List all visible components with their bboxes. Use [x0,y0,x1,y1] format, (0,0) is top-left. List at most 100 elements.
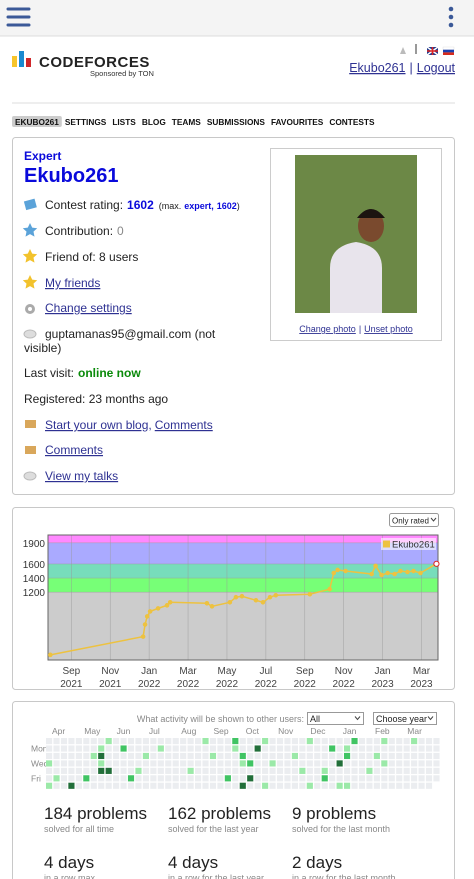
activity-cell [165,745,172,752]
activity-cell [172,760,179,767]
rating-point [144,614,150,619]
activity-cell [284,767,291,774]
activity-cell [195,775,202,782]
activity-cell [180,782,187,789]
activity-cell [150,760,157,767]
nav-item[interactable]: FAVOURITES [271,117,324,127]
activity-cell [217,767,224,774]
activity-cell [299,760,306,767]
activity-cell [195,782,202,789]
nav-item[interactable]: SUBMISSIONS [207,117,266,127]
nav-item[interactable]: TEAMS [172,117,202,127]
rating-point [392,571,397,577]
activity-cell [262,760,269,767]
rating-row: Contest rating: 1602 (max. expert, 1602) [45,198,240,212]
user-link[interactable]: Ekubo261 [349,61,405,75]
select-arrow [354,716,361,721]
nav-item[interactable]: EKUBO261 [15,117,59,127]
y-tick-label: 1400 [23,574,46,585]
activity-cell [366,745,373,752]
stat-caption: solved for the last month [292,824,390,834]
y-tick-label: 1600 [23,560,46,571]
logout-link[interactable]: Logout [417,61,456,75]
activity-cell [105,760,112,767]
separator: | [410,61,413,75]
rating-point [373,563,378,569]
rating-point [239,593,245,599]
visibility-select[interactable] [307,712,364,725]
activity-cell [276,775,284,782]
day-label: Mon [31,743,48,753]
month-label: Oct [246,726,260,736]
activity-cell [239,760,246,767]
activity-cell [224,775,231,782]
activity-cell [75,752,82,760]
activity-cell [165,752,172,760]
activity-cell [418,767,425,774]
activity-cell [314,775,321,782]
blog-comments[interactable]: Comments [155,418,213,432]
activity-cell [344,745,351,752]
month-label: Mar [407,726,422,736]
max-prefix: (max. [159,201,182,211]
activity-cell [366,775,373,782]
blog-link[interactable]: Start your own blog [45,418,148,432]
more-button[interactable] [448,6,454,28]
activity-cell [209,760,217,767]
activity-cell [254,767,261,774]
activity-cell [403,760,410,767]
activity-cell [425,760,433,767]
activity-cell [172,782,179,789]
activity-cell [388,745,395,752]
activity-cell [60,745,68,752]
activity-cell [90,760,97,767]
activity-cell [299,775,306,782]
filter-select[interactable] [389,513,439,527]
comments-link[interactable]: Comments [45,443,103,457]
activity-cell [60,752,68,760]
activity-cell [425,745,433,752]
activity-cell [388,752,395,760]
activity-cell [113,760,120,767]
activity-cell [105,782,112,789]
activity-cell [202,767,209,774]
activity-cell [53,738,60,745]
nav-item[interactable]: BLOG [142,117,166,127]
change-settings[interactable]: Change settings [45,301,132,315]
change-photo[interactable]: Change photo [299,324,356,334]
activity-cell [254,760,261,767]
year-select[interactable] [373,712,437,725]
activity-cell [239,738,246,745]
my-friends[interactable]: My friends [45,276,100,290]
nav-item[interactable]: LISTS [112,117,136,127]
activity-cell [403,767,410,774]
activity-cell [247,782,254,789]
rating-band [48,535,438,543]
rating-point [147,609,153,614]
activity-cell [344,738,351,745]
logo-text[interactable]: CODEFORCES [39,54,150,71]
activity-cell [75,738,82,745]
activity-cell [269,745,276,752]
activity-cell [284,760,291,767]
menu-button[interactable] [6,7,31,27]
month-label: Jun [117,726,131,736]
activity-cell [306,760,313,767]
nav-item[interactable]: SETTINGS [65,117,107,127]
stat-caption: solved for all time [44,824,114,834]
rating-point [343,568,348,574]
talks-link[interactable]: View my talks [45,469,118,483]
activity-cell [120,738,127,745]
unset-photo[interactable]: Unset photo [364,324,413,334]
activity-cell [195,760,202,767]
activity-cell [306,767,313,774]
activity-cell [239,775,246,782]
activity-cell [180,738,187,745]
activity-cell [269,752,276,760]
nav-item[interactable]: CONTESTS [329,117,375,127]
rating-point [411,568,416,574]
activity-cell [68,775,75,782]
activity-cell [329,782,336,789]
activity-cell [284,738,291,745]
activity-cell [157,752,164,760]
